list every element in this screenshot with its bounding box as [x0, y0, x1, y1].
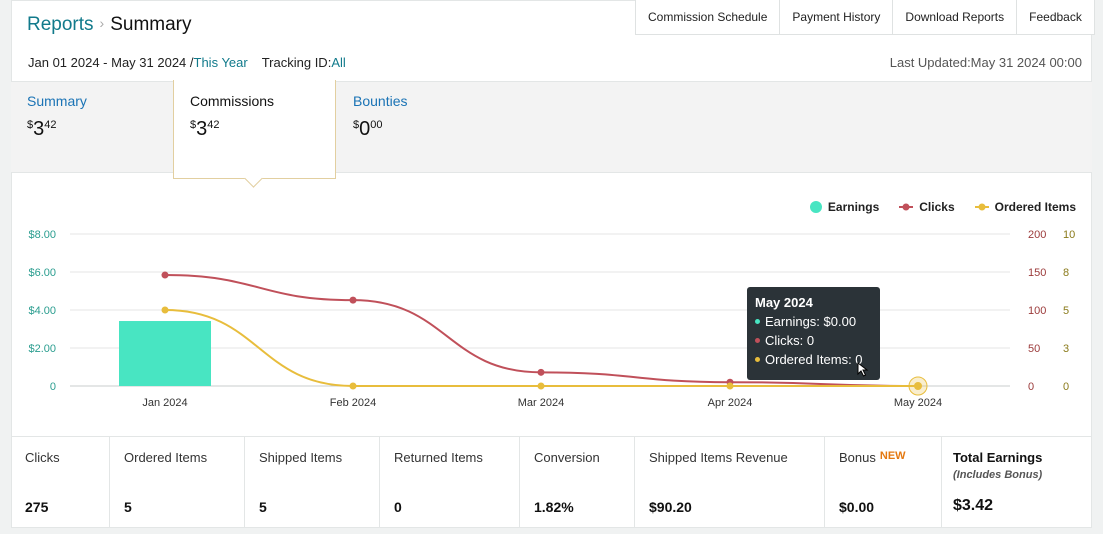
stat-total-earnings: Total Earnings (Includes Bonus) $3.42 [941, 437, 1092, 528]
tab-bounties-amount: $000 [353, 118, 383, 140]
date-range: Jan 01 2024 - May 31 2024 / [28, 55, 194, 70]
stat-returned-items: Returned Items 0 [379, 437, 519, 528]
chart-tooltip: May 2024 Earnings: $0.00 Clicks: 0 Order… [747, 287, 880, 380]
new-badge: NEW [879, 450, 906, 462]
stat-conversion: Conversion 1.82% [519, 437, 634, 528]
tab-commissions[interactable]: Commissions $342 [190, 93, 274, 141]
earnings-bullet-icon [755, 319, 760, 324]
tracking-id-label: Tracking ID: [261, 55, 332, 70]
stat-clicks-value: 275 [25, 499, 49, 515]
tab-commissions-amount: $342 [190, 118, 220, 140]
date-preset-link[interactable]: This Year [193, 55, 248, 70]
breadcrumb: Reports › Summary [27, 14, 192, 36]
stat-shipped-revenue-label: Shipped Items Revenue [649, 450, 788, 465]
ordered-bullet-icon [755, 357, 760, 362]
stat-conversion-value: 1.82% [534, 499, 574, 515]
legend-ordered-items-label: Ordered Items [994, 200, 1076, 214]
stat-total-earnings-sublabel: (Includes Bonus) [953, 469, 1043, 481]
tab-summary[interactable]: Summary $342 [27, 93, 87, 141]
tooltip-clicks: Clicks: 0 [755, 333, 872, 348]
stat-conversion-label: Conversion [534, 450, 600, 465]
stat-total-earnings-label: Total Earnings [953, 450, 1043, 465]
legend-earnings-label: Earnings [827, 200, 880, 214]
stat-clicks: Clicks 275 [11, 437, 109, 528]
top-nav: Commission Schedule Payment History Down… [635, 0, 1095, 35]
tooltip-title: May 2024 [755, 295, 813, 310]
stat-shipped-revenue-value: $90.20 [649, 499, 692, 515]
nav-payment-history[interactable]: Payment History [779, 0, 892, 34]
selected-tab-card [173, 80, 336, 179]
last-updated: Last Updated:May 31 2024 00:00 [889, 55, 1082, 70]
stat-shipped-items-value: 5 [259, 499, 267, 515]
page-title: Summary [110, 14, 192, 35]
legend-clicks-label: Clicks [919, 200, 955, 214]
chart-legend: Earnings Clicks Ordered Items [809, 200, 1076, 214]
stat-total-earnings-value: $3.42 [953, 497, 994, 514]
stat-ordered-items: Ordered Items 5 [109, 437, 244, 528]
legend-ordered-items[interactable]: Ordered Items [974, 200, 1076, 214]
earnings-swatch-icon [809, 201, 822, 213]
stat-bonus-value: $0.00 [839, 499, 875, 515]
legend-clicks[interactable]: Clicks [899, 200, 955, 214]
ordered-items-swatch-icon [974, 203, 989, 211]
breadcrumb-reports-link[interactable]: Reports [27, 14, 94, 35]
stat-bonus: Bonus NEW $0.00 [824, 437, 941, 528]
tab-summary-label: Summary [27, 93, 87, 109]
tab-commissions-label: Commissions [190, 93, 275, 109]
tab-summary-amount: $342 [27, 118, 57, 140]
clicks-bullet-icon [755, 338, 760, 343]
stat-ordered-items-value: 5 [124, 499, 132, 515]
stat-returned-items-value: 0 [394, 499, 402, 515]
nav-commission-schedule[interactable]: Commission Schedule [648, 10, 768, 24]
stat-ordered-items-label: Ordered Items [124, 450, 208, 465]
stat-shipped-items: Shipped Items 5 [244, 437, 379, 528]
nav-download-reports[interactable]: Download Reports [892, 0, 1016, 34]
filter-row: Jan 01 2024 - May 31 2024 /This Year Trac… [28, 55, 346, 70]
tooltip-earnings: Earnings: $0.00 [755, 314, 872, 329]
stat-clicks-label: Clicks [25, 450, 60, 465]
tracking-id-link[interactable]: All [331, 55, 346, 70]
stat-shipped-revenue: Shipped Items Revenue $90.20 [634, 437, 824, 528]
stat-shipped-items-label: Shipped Items [259, 450, 343, 465]
stat-returned-items-label: Returned Items [394, 450, 483, 465]
nav-feedback[interactable]: Feedback [1016, 0, 1094, 34]
tooltip-ordered: Ordered Items: 0 [755, 352, 872, 367]
breadcrumb-separator: › [99, 15, 105, 31]
tab-bounties-label: Bounties [353, 93, 408, 109]
tab-bounties[interactable]: Bounties $000 [353, 93, 407, 141]
mouse-pointer-icon [857, 362, 869, 377]
stat-bonus-label: Bonus NEW [839, 450, 906, 465]
legend-earnings[interactable]: Earnings [809, 200, 880, 214]
clicks-swatch-icon [899, 203, 914, 211]
stats-bar: Clicks 275 Ordered Items 5 Shipped Items… [11, 436, 1092, 528]
